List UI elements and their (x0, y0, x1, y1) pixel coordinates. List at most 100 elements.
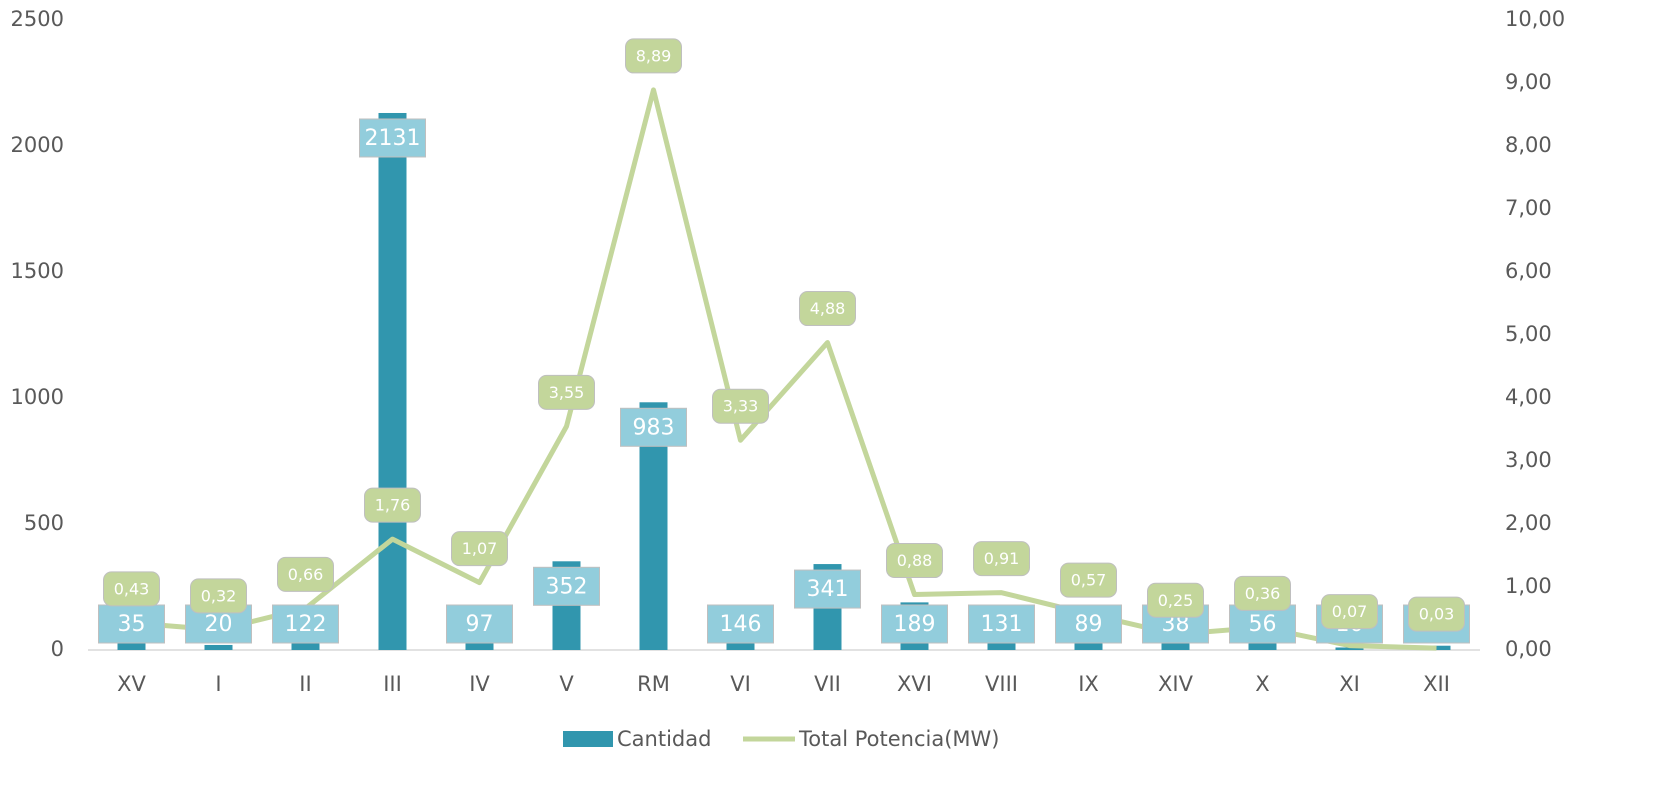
line-label-box (1321, 594, 1378, 630)
bar-label-box (968, 604, 1035, 644)
line-label: 3,33 (723, 397, 759, 416)
line-label: 0,43 (114, 579, 150, 598)
y2-tick-label: 8,00 (1505, 133, 1552, 157)
y2-tick-label: 10,00 (1505, 7, 1565, 31)
y2-tick-label: 5,00 (1505, 322, 1552, 346)
x-tick-label: VII (814, 672, 841, 696)
x-tick-label: V (559, 672, 574, 696)
line-label-box (973, 541, 1030, 577)
bar-label-box (881, 604, 948, 644)
line-label-box (886, 543, 943, 579)
bar-label: 97 (466, 612, 494, 637)
y2-tick-label: 9,00 (1505, 70, 1552, 94)
bar-label: 131 (981, 612, 1023, 637)
line-label: 1,07 (462, 539, 498, 558)
x-tick-label: VIII (985, 672, 1018, 696)
line-label: 8,89 (636, 46, 672, 65)
line-label-box (1234, 575, 1291, 611)
y2-tick-label: 3,00 (1505, 448, 1552, 472)
line-label: 0,36 (1245, 584, 1281, 603)
line-label: 4,88 (810, 299, 846, 318)
bar-label: 983 (633, 415, 675, 440)
line-label: 0,03 (1419, 605, 1455, 624)
bar-label-box (794, 569, 861, 609)
x-tick-label: XI (1339, 672, 1360, 696)
y-tick-label: 2000 (11, 133, 64, 157)
line-label: 0,66 (288, 565, 324, 584)
line-label: 3,55 (549, 383, 585, 402)
bar-label: 341 (807, 577, 849, 602)
x-tick-label: II (299, 672, 311, 696)
line-label: 0,32 (201, 586, 237, 605)
line-label-box (712, 388, 769, 424)
y2-tick-label: 1,00 (1505, 574, 1552, 598)
line-label: 0,07 (1332, 602, 1368, 621)
bar-label-box (533, 566, 600, 606)
line-label-box (451, 531, 508, 567)
x-tick-label: IV (469, 672, 490, 696)
line-label-box (364, 487, 421, 523)
legend-swatch (563, 731, 613, 747)
bar-label: 35 (118, 612, 146, 637)
bar-label-box (446, 604, 513, 644)
x-tick-label: VI (730, 672, 751, 696)
bar-label-box (1055, 604, 1122, 644)
line-label-box (1408, 596, 1465, 632)
bar-label-box (272, 604, 339, 644)
bar (204, 644, 233, 650)
x-tick-label: IX (1078, 672, 1099, 696)
bar (1161, 640, 1190, 650)
bar-label-box (98, 604, 165, 644)
x-tick-label: I (215, 672, 221, 696)
x-tick-label: RM (637, 672, 670, 696)
bar-label-box (1229, 604, 1296, 644)
bar-label: 56 (1249, 612, 1277, 637)
line-label-box (103, 571, 160, 607)
line-label: 0,25 (1158, 591, 1194, 610)
bar-label: 20 (205, 612, 233, 637)
line-label: 0,57 (1071, 571, 1107, 590)
y2-tick-label: 4,00 (1505, 385, 1552, 409)
bar-label: 352 (546, 574, 588, 599)
bar-label: 122 (285, 612, 327, 637)
y2-tick-label: 2,00 (1505, 511, 1552, 535)
line-label: 0,88 (897, 551, 933, 570)
line-label-box (799, 291, 856, 327)
x-tick-label: XVI (897, 672, 932, 696)
x-tick-label: X (1255, 672, 1269, 696)
line-label: 0,91 (984, 549, 1020, 568)
x-tick-label: XV (117, 672, 146, 696)
bar-label: 89 (1075, 612, 1103, 637)
bar (1335, 647, 1364, 650)
line-label-box (1147, 582, 1204, 618)
y2-tick-label: 6,00 (1505, 259, 1552, 283)
x-tick-label: XII (1423, 672, 1450, 696)
y-tick-label: 1500 (11, 259, 64, 283)
y-tick-label: 500 (24, 511, 64, 535)
bar-label-box (359, 118, 426, 158)
bar-label-box (707, 604, 774, 644)
y-tick-label: 2500 (11, 7, 64, 31)
line-label: 1,76 (375, 496, 411, 515)
y-tick-label: 0 (51, 637, 64, 661)
line-label-box (1060, 562, 1117, 598)
bar (378, 112, 407, 651)
y-tick-label: 1000 (11, 385, 64, 409)
bar-label: 2131 (365, 126, 421, 151)
line (131, 87, 1437, 651)
line-label-box (190, 578, 247, 614)
bar (117, 641, 146, 650)
x-tick-label: XIV (1158, 672, 1194, 696)
bar-label: 189 (894, 612, 936, 637)
line-label-box (538, 374, 595, 410)
line-label-box (625, 38, 682, 74)
y2-tick-label: 7,00 (1505, 196, 1552, 220)
x-tick-label: III (383, 672, 402, 696)
legend-label: Cantidad (617, 727, 711, 751)
line-label-box (277, 556, 334, 592)
legend-label: Total Potencia(MW) (798, 727, 999, 751)
y2-tick-label: 0,00 (1505, 637, 1552, 661)
bar-label-box (620, 407, 687, 447)
bar-label: 146 (720, 612, 762, 637)
